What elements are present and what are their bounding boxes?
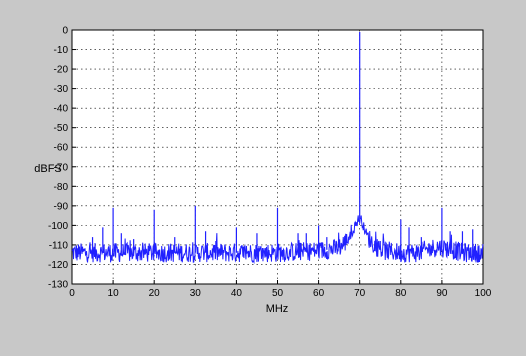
x-tick-label: 100 bbox=[475, 288, 492, 299]
x-tick-label: 60 bbox=[313, 288, 325, 299]
x-tick-label: 50 bbox=[272, 288, 284, 299]
noise-floor-line bbox=[71, 215, 484, 265]
x-tick-label: 30 bbox=[190, 288, 202, 299]
y-tick-label: -120 bbox=[48, 260, 68, 271]
x-tick-label: 10 bbox=[108, 288, 120, 299]
y-tick-label: -60 bbox=[54, 143, 69, 154]
x-tick-label: 70 bbox=[354, 288, 366, 299]
y-tick-label: -130 bbox=[48, 280, 68, 291]
y-tick-label: 0 bbox=[62, 26, 68, 37]
y-tick-label: -50 bbox=[54, 123, 69, 134]
y-tick-label: -30 bbox=[54, 84, 69, 95]
y-tick-label: -10 bbox=[54, 45, 69, 56]
spectrum-trace bbox=[71, 31, 484, 265]
x-tick-label: 0 bbox=[69, 288, 75, 299]
y-tick-label: -90 bbox=[54, 201, 69, 212]
y-tick-label: -100 bbox=[48, 221, 68, 232]
y-tick-label: -110 bbox=[49, 240, 69, 251]
x-axis-label: MHz bbox=[266, 303, 289, 315]
y-tick-label: -40 bbox=[54, 104, 69, 115]
axis-ticks: 0 10 20 30 40 50 60 70 80 90 100 0 -10 -20 -30 -40 -50 -6… bbox=[48, 26, 492, 300]
x-tick-label: 20 bbox=[149, 288, 161, 299]
y-tick-label: -80 bbox=[54, 182, 69, 193]
y-axis-label: dBFS bbox=[34, 163, 62, 175]
y-tick-label: -20 bbox=[54, 65, 69, 76]
x-tick-label: 90 bbox=[436, 288, 448, 299]
y-tick-label: -70 bbox=[54, 162, 69, 173]
x-tick-label: 40 bbox=[231, 288, 243, 299]
x-tick-label: 80 bbox=[395, 288, 407, 299]
